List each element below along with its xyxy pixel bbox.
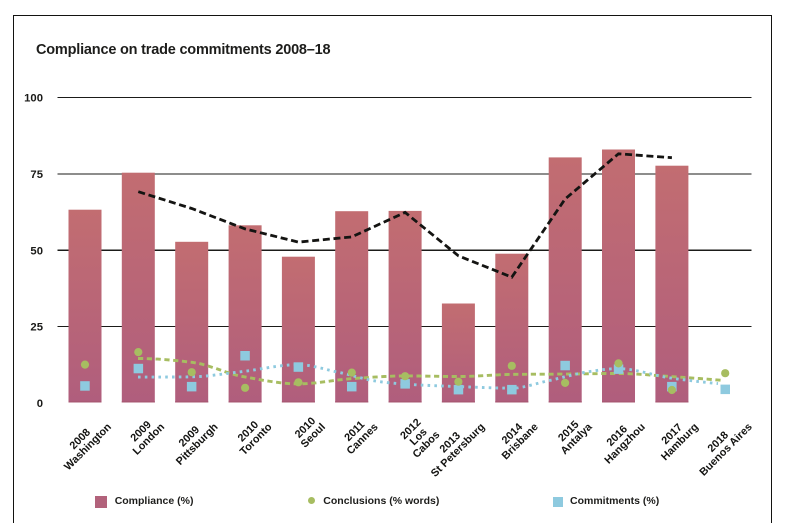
svg-text:25: 25: [30, 322, 43, 334]
svg-text:100: 100: [24, 93, 43, 105]
svg-text:50: 50: [30, 245, 43, 257]
svg-text:75: 75: [30, 169, 43, 181]
svg-text:0: 0: [37, 398, 43, 410]
